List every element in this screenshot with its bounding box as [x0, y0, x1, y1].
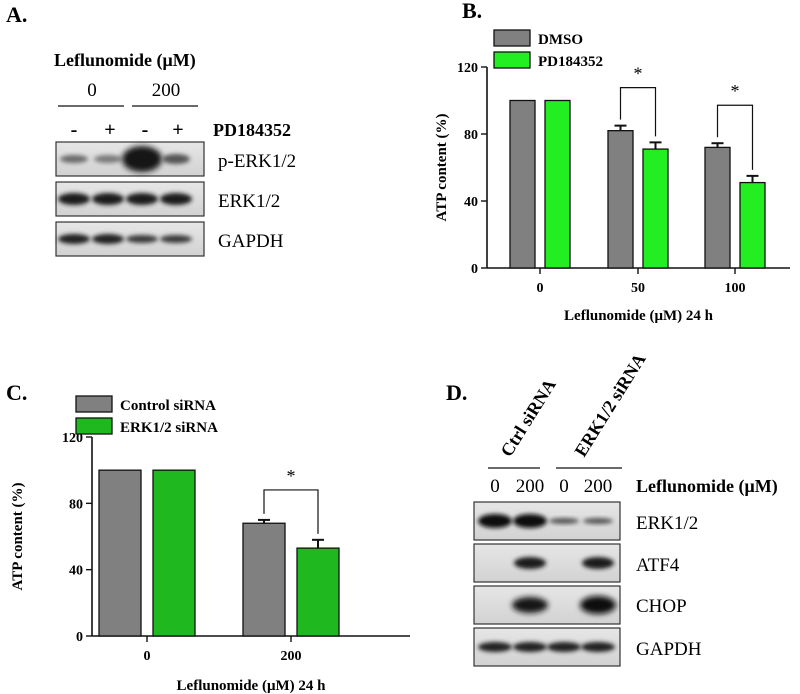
chart-b-sig-star: * — [731, 81, 740, 101]
panel-d: D. Ctrl siRNA ERK1/2 siRNA 0 200 0 200 L… — [446, 350, 778, 667]
panel-d-group-ctrl: Ctrl siRNA — [496, 375, 559, 460]
chart-b-xtick-label: 100 — [725, 281, 746, 296]
chart-c-ytick-label: 120 — [62, 431, 83, 446]
chart-b-bar — [509, 99, 536, 269]
panel-d-dose-4: 200 — [584, 476, 613, 497]
panel-a-pd-label: PD184352 — [213, 120, 291, 140]
blot-d-erk: ERK1/2 — [473, 501, 698, 541]
panel-a-dose-0: 0 — [87, 80, 97, 101]
chart-c-xtick-label: 200 — [281, 649, 302, 664]
panel-a-treatment-label: Leflunomide (μM) — [54, 50, 196, 71]
panel-a-pd-sign-4: + — [172, 119, 183, 141]
blot-d-label-erk: ERK1/2 — [636, 513, 698, 534]
blot-a-label-gapdh: GAPDH — [218, 231, 284, 252]
blot-a-perk: p-ERK1/2 — [55, 141, 296, 177]
chart-b-xtick-label: 0 — [537, 281, 544, 296]
chart-b-ytick-label: 0 — [471, 262, 478, 277]
chart-b-bar — [704, 146, 731, 269]
chart-b-xlabel: Leflunomide (μM) 24 h — [564, 308, 714, 324]
panel-a-letter: A. — [6, 2, 27, 27]
panel-a-pd-sign-1: - — [71, 119, 78, 141]
chart-b-bar — [739, 181, 766, 269]
chart-b-ytick-label: 80 — [464, 128, 478, 143]
chart-c-sig-star: * — [287, 466, 296, 486]
chart-b-bar — [607, 129, 634, 269]
chart-b: 0 40 80 120 ATP content (%) 0 50 100 * * Leflunomi… — [434, 29, 790, 324]
chart-c-xlabel: Leflunomide (μM) 24 h — [177, 678, 327, 694]
chart-c-bar — [242, 522, 286, 637]
chart-c-bar — [296, 547, 340, 637]
blot-a-label-perk: p-ERK1/2 — [218, 151, 296, 172]
panel-d-letter: D. — [446, 380, 467, 405]
panel-d-dose-1: 0 — [490, 476, 500, 497]
panel-b: B. 0 40 80 120 ATP content (%) 0 50 100 * * Leflun… — [434, 0, 790, 324]
blot-d-label-gapdh: GAPDH — [636, 639, 702, 660]
blot-d-label-atf4: ATF4 — [636, 555, 680, 576]
chart-b-sig-bracket — [716, 104, 754, 170]
panel-c-letter: C. — [6, 380, 27, 405]
blot-d-gapdh: GAPDH — [473, 627, 702, 667]
chart-b-legend-label: DMSO — [538, 32, 583, 48]
blot-a-erk: ERK1/2 — [55, 181, 280, 217]
panel-a-pd-sign-2: + — [104, 119, 115, 141]
chart-b-ylabel: ATP content (%) — [434, 113, 450, 221]
chart-c-legend-swatch — [75, 395, 113, 413]
chart-b-bar — [544, 99, 571, 269]
chart-b-ytick-label: 40 — [464, 195, 478, 210]
chart-b-legend-label: PD184352 — [538, 54, 603, 70]
chart-b-sig-bracket — [619, 87, 657, 137]
blot-a-gapdh: GAPDH — [55, 221, 284, 257]
blot-a-label-erk: ERK1/2 — [218, 191, 280, 212]
panel-d-dose-3: 0 — [559, 476, 569, 497]
chart-b-legend-swatch — [493, 51, 531, 69]
blot-d-chop: CHOP — [473, 585, 687, 625]
panel-d-dose-2: 200 — [516, 476, 545, 497]
chart-c-xtick-label: 0 — [144, 649, 151, 664]
chart-b-xtick-label: 50 — [631, 281, 645, 296]
chart-c: 0 40 80 120 ATP content (%) 0 200 * Leflunomide … — [10, 395, 410, 694]
panel-a-dose-200: 200 — [152, 80, 181, 101]
panel-d-treatment-label: Leflunomide (μM) — [636, 476, 778, 497]
chart-b-legend-swatch — [493, 29, 531, 47]
chart-b-ytick-label: 120 — [457, 61, 478, 76]
chart-c-bar — [152, 469, 196, 637]
panel-b-letter: B. — [462, 0, 482, 23]
panel-a-pd-sign-3: - — [142, 119, 149, 141]
chart-c-legend-swatch — [75, 417, 113, 435]
chart-c-sig-bracket — [263, 489, 319, 534]
panel-d-group-erk: ERK1/2 siRNA — [570, 350, 649, 460]
panel-c: C. 0 40 80 120 ATP content (%) 0 200 * Leflunomi… — [6, 380, 410, 694]
chart-b-sig-star: * — [634, 64, 643, 84]
chart-c-ytick-label: 40 — [69, 564, 83, 579]
chart-c-legend-label: ERK1/2 siRNA — [120, 420, 218, 436]
chart-c-ylabel: ATP content (%) — [10, 482, 26, 590]
blot-d-atf4: ATF4 — [473, 543, 680, 583]
chart-c-ytick-label: 0 — [76, 630, 83, 645]
blot-d-label-chop: CHOP — [636, 596, 687, 617]
chart-c-bar — [98, 469, 142, 637]
chart-c-legend-label: Control siRNA — [120, 398, 216, 414]
chart-b-bar — [642, 148, 669, 269]
panel-a: A. Leflunomide (μM) 0 200 - + - + PD1843… — [6, 2, 296, 257]
chart-c-ytick-label: 80 — [69, 497, 83, 512]
